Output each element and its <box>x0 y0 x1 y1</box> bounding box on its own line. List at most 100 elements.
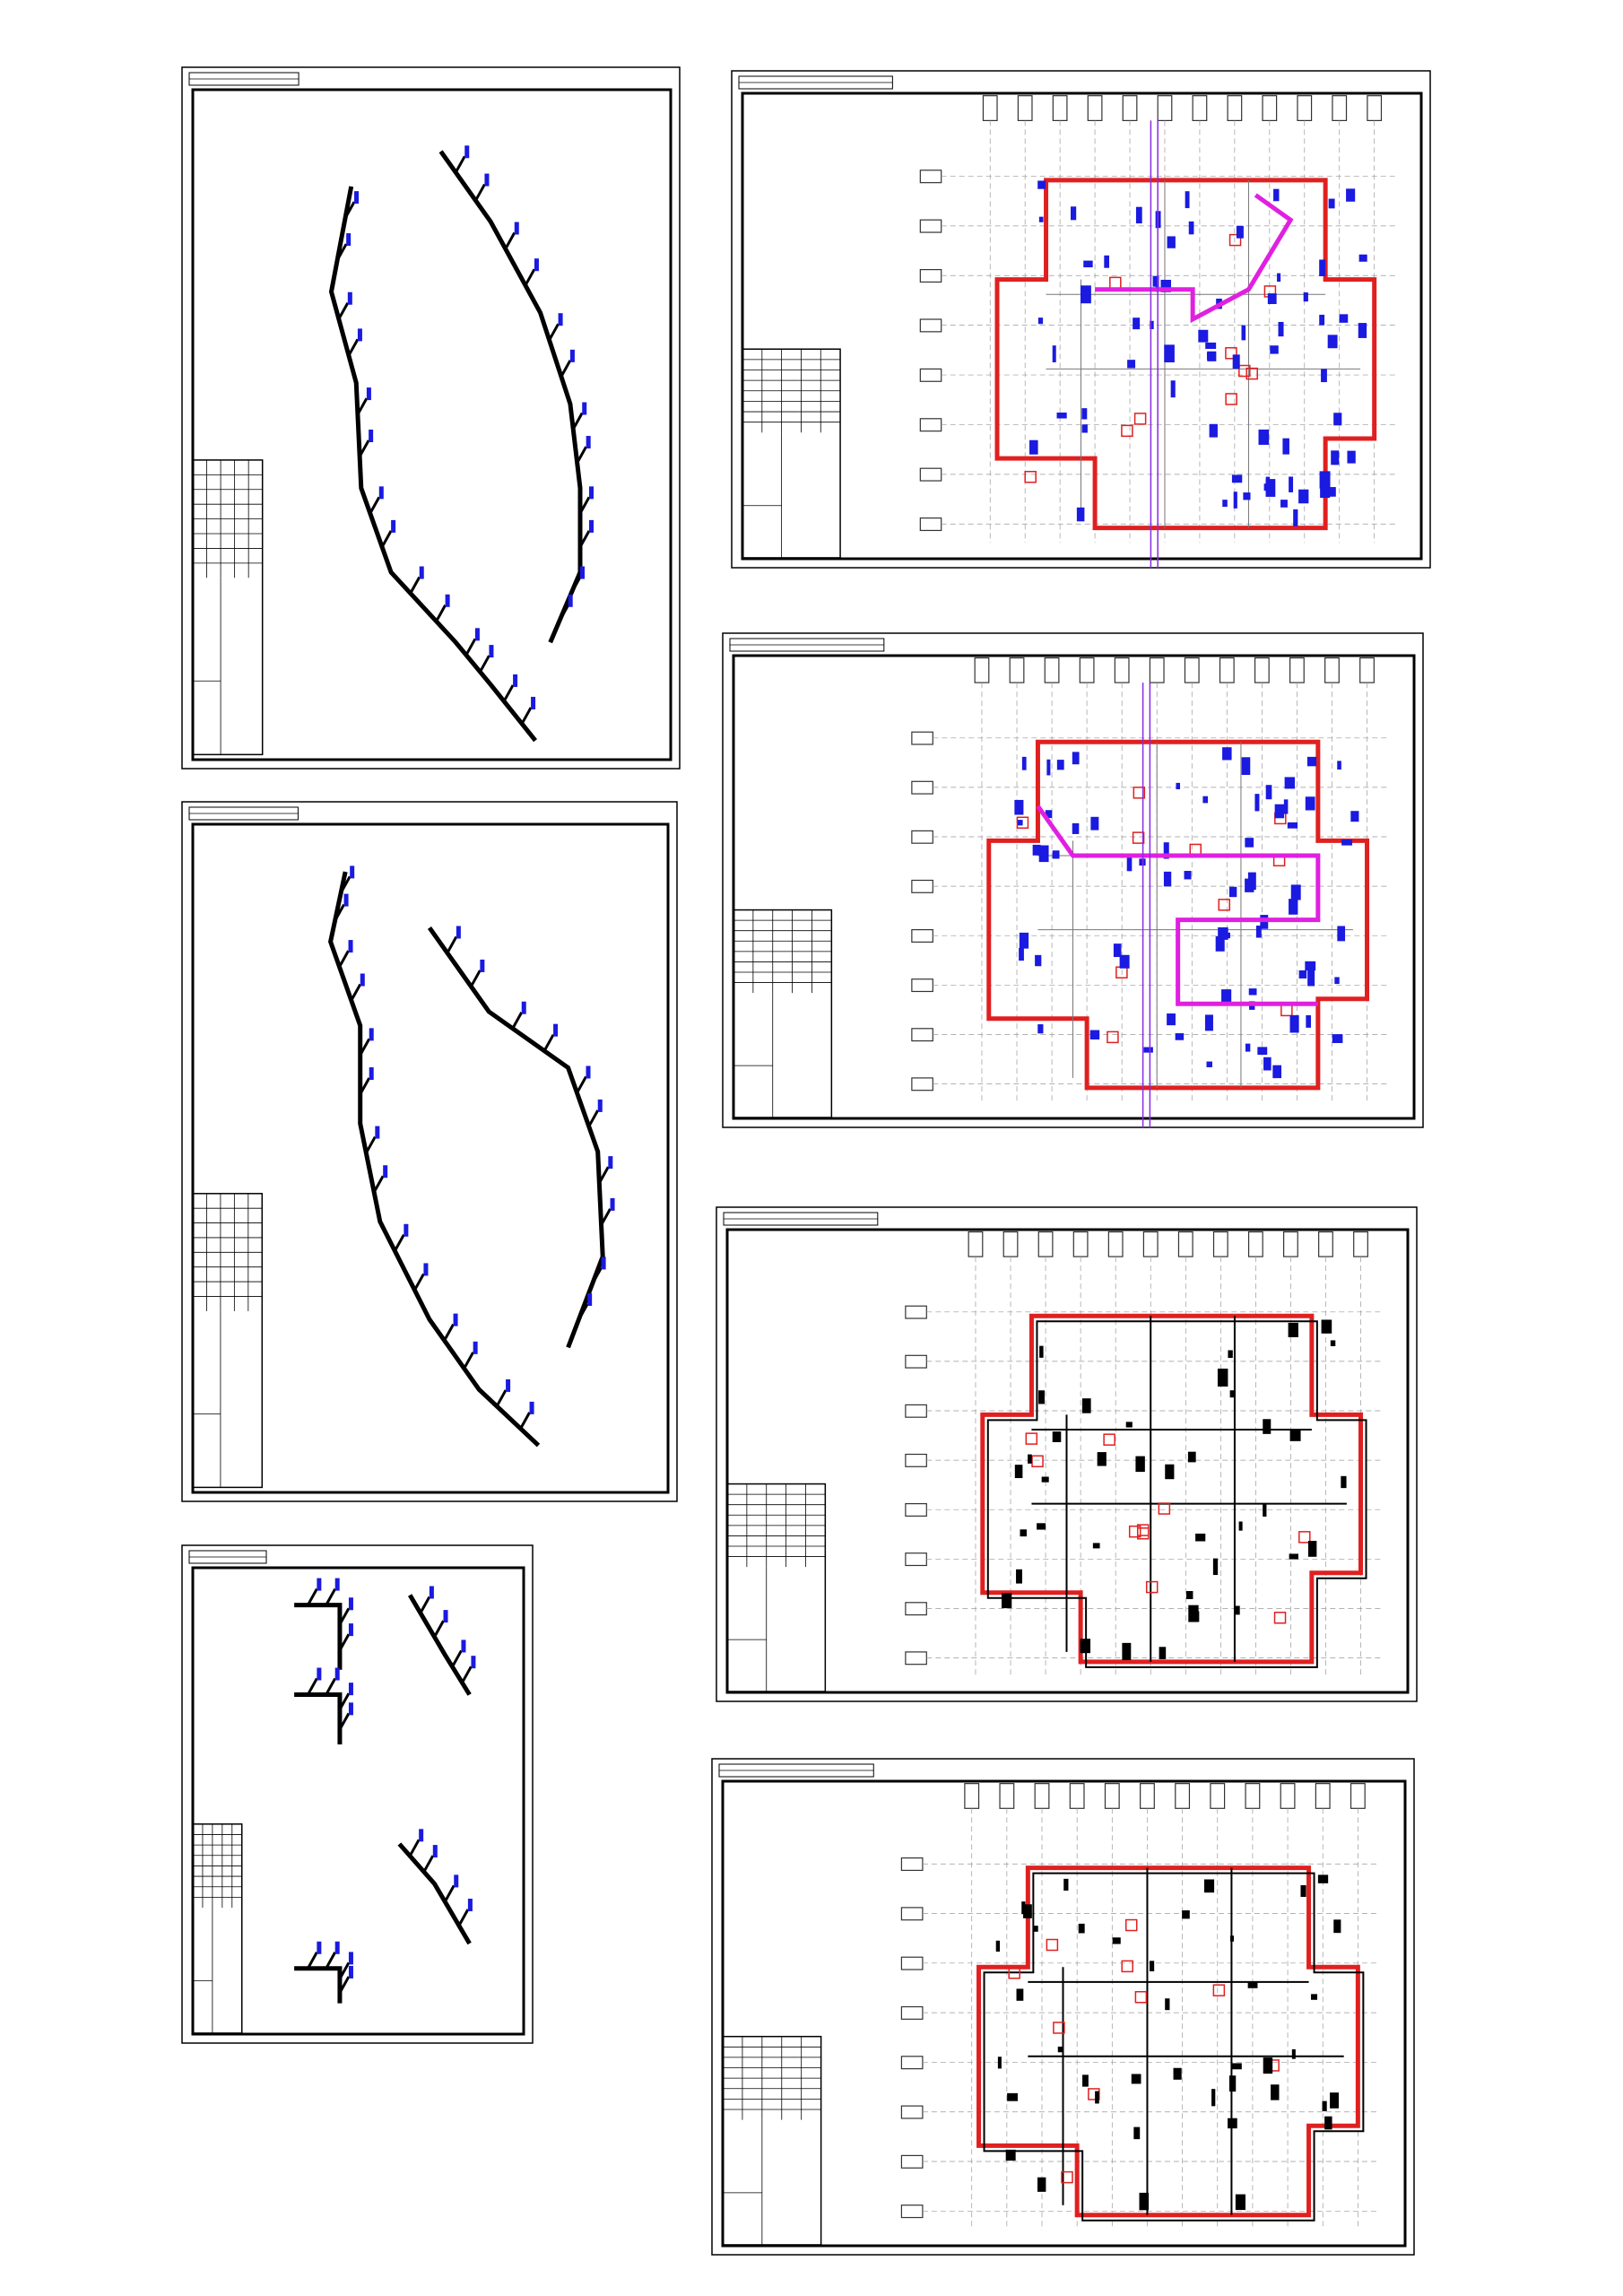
fixture <box>1122 1642 1132 1660</box>
fixture <box>1290 884 1301 900</box>
fixture <box>1287 822 1298 829</box>
fixture <box>1167 1013 1176 1026</box>
tag <box>429 1586 434 1599</box>
riser <box>343 201 356 219</box>
riser <box>338 1976 351 1994</box>
title-block <box>722 2035 822 2246</box>
fixture <box>995 1940 1001 1952</box>
fixture <box>1164 344 1175 363</box>
room-tag <box>1103 1433 1115 1446</box>
inner-frame <box>721 1779 1407 2248</box>
tag <box>586 436 591 449</box>
fixture <box>1283 799 1289 814</box>
fixture <box>1019 932 1029 949</box>
riser <box>359 1038 371 1057</box>
tag <box>474 628 480 641</box>
fixture <box>1195 1533 1206 1542</box>
tag <box>569 349 575 362</box>
room-tag <box>1158 1502 1171 1515</box>
riser <box>504 231 516 250</box>
tag <box>467 1899 473 1912</box>
title-block <box>733 909 833 1118</box>
tag <box>404 1223 409 1237</box>
fixture <box>1014 799 1024 815</box>
tag <box>580 566 586 579</box>
fixture <box>1001 1593 1012 1609</box>
room-tag <box>1238 364 1251 378</box>
main-pipe <box>1095 193 1294 324</box>
fixture <box>1298 489 1309 504</box>
room-tag <box>1124 1918 1138 1932</box>
fixture <box>1112 1937 1121 1944</box>
fixture <box>1125 1422 1133 1428</box>
sheet-border <box>181 801 678 1502</box>
fixture <box>1052 850 1060 859</box>
riser <box>443 1323 455 1342</box>
fixture <box>1341 1475 1347 1489</box>
fixture <box>1282 438 1289 455</box>
fixture <box>1163 871 1172 887</box>
riser <box>495 1389 508 1407</box>
fixture <box>1202 796 1209 804</box>
fixture <box>1228 2075 1237 2092</box>
tag <box>347 291 352 305</box>
riser <box>338 1633 351 1651</box>
fixture <box>1037 317 1044 325</box>
fixture <box>1303 292 1308 302</box>
riser <box>464 638 477 657</box>
sheet <box>181 801 678 1502</box>
fixture <box>1020 1529 1027 1537</box>
sheet <box>711 1758 1415 2256</box>
fixture <box>1217 1368 1228 1387</box>
fixture <box>1306 756 1317 767</box>
tag <box>383 1165 388 1178</box>
tag <box>346 233 352 247</box>
fixture <box>1243 492 1251 500</box>
riser <box>307 1677 318 1696</box>
fixture <box>1119 954 1130 969</box>
fixture <box>1337 926 1346 942</box>
tag <box>480 959 485 972</box>
inner-frame <box>191 88 673 761</box>
tag <box>317 1578 322 1591</box>
tag <box>531 696 536 709</box>
tag <box>521 1001 526 1014</box>
fixture <box>1072 752 1080 765</box>
tag <box>366 387 371 401</box>
fixture <box>1081 424 1088 433</box>
fixture <box>1278 321 1284 337</box>
fixture <box>1236 225 1244 239</box>
fixture <box>1082 2074 1089 2087</box>
fixture <box>1041 1476 1049 1483</box>
room-tag <box>1133 787 1146 799</box>
riser <box>325 1677 337 1696</box>
fixture <box>1052 1431 1062 1442</box>
fixture <box>1331 450 1340 465</box>
fixture <box>1188 1605 1199 1622</box>
fixture <box>1288 1322 1298 1337</box>
title-block <box>192 1193 264 1489</box>
fixture <box>1245 1043 1251 1052</box>
riser <box>578 530 591 548</box>
building-outline <box>980 1313 1364 1665</box>
riser <box>587 1109 600 1127</box>
room-tag <box>1088 2088 1100 2100</box>
fixture <box>1165 1464 1175 1480</box>
room-tag <box>1008 1967 1020 1979</box>
riser <box>347 338 360 357</box>
fixture <box>1167 236 1176 248</box>
fixture <box>1333 1919 1341 1934</box>
fixture <box>1228 1350 1233 1359</box>
riser <box>591 1266 603 1285</box>
tag <box>601 1257 606 1270</box>
tag <box>471 1656 476 1669</box>
fixture <box>1231 474 1243 483</box>
fixture <box>1289 1014 1299 1033</box>
riser <box>600 1208 612 1226</box>
tag <box>419 1829 424 1842</box>
riser <box>408 1839 421 1857</box>
fixture <box>1080 285 1091 304</box>
fixture <box>1056 413 1067 419</box>
fixture <box>1204 1014 1213 1031</box>
